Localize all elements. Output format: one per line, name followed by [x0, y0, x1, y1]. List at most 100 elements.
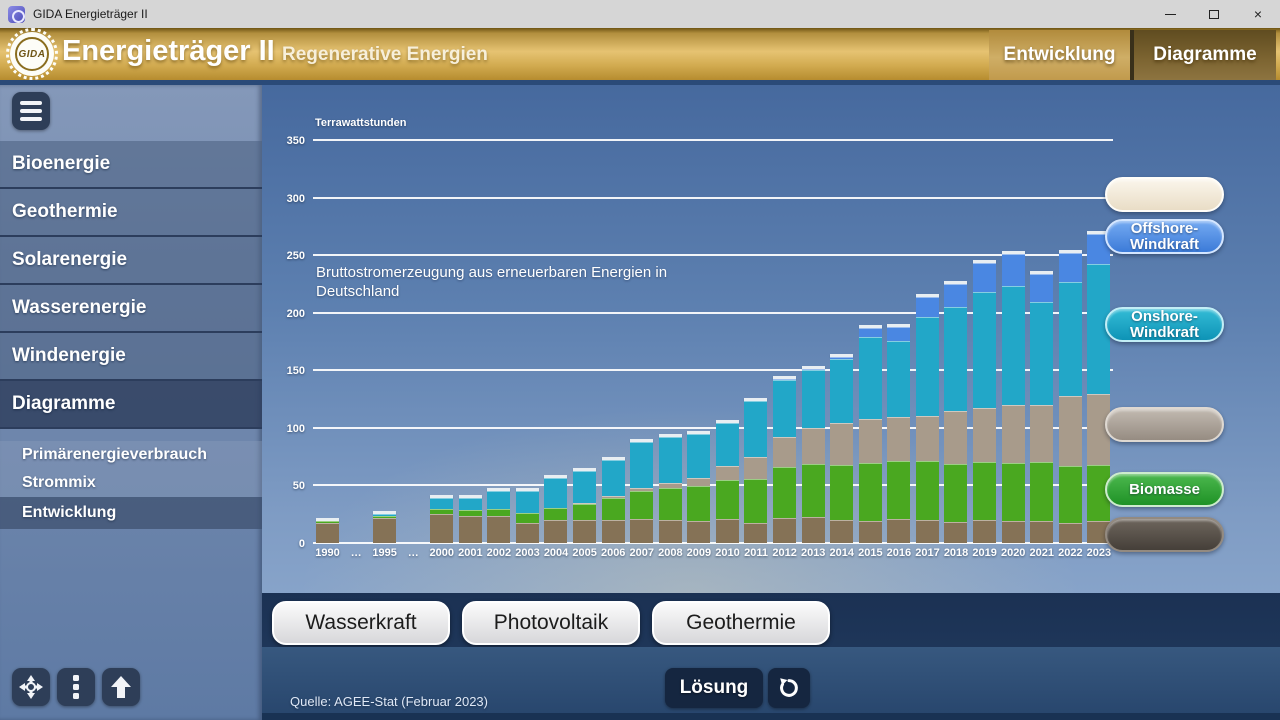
segment-onshore-windkraft	[687, 433, 711, 479]
segment-wasserkraft	[372, 518, 396, 543]
sidebar: Bioenergie Geothermie Solarenergie Wasseren…	[0, 85, 262, 720]
sidebar-item-geothermie[interactable]: Geothermie	[0, 189, 262, 237]
segment-biomasse	[572, 504, 596, 521]
x-label-2019: 2019	[972, 547, 997, 559]
segment-onshore-windkraft	[1058, 281, 1082, 396]
segment-offshore-windkraft	[858, 327, 882, 338]
footer-strip	[262, 713, 1280, 720]
bar-2005	[572, 468, 596, 543]
x-label-gap-1: …	[350, 547, 362, 559]
x-label-2009: 2009	[686, 547, 712, 559]
bar-2002	[487, 487, 511, 543]
bar-2017	[915, 293, 939, 543]
segment-biomasse	[858, 463, 882, 522]
segment-onshore-windkraft	[744, 401, 768, 457]
bar-top-face	[887, 324, 911, 328]
segment-offshore-windkraft	[830, 357, 854, 359]
segment-wasserkraft	[515, 522, 539, 543]
y-tick-200: 200	[286, 307, 305, 320]
tab-entwicklung[interactable]: Entwicklung	[989, 30, 1130, 80]
bar-top-face	[1030, 271, 1054, 275]
bar-top-face	[1001, 251, 1025, 255]
segment-biomasse	[487, 508, 511, 516]
move-tool-button[interactable]	[12, 668, 50, 706]
segment-wasserkraft	[687, 521, 711, 543]
app-subtitle: Regenerative Energien	[282, 44, 488, 65]
up-tool-button[interactable]	[102, 668, 140, 706]
solution-button[interactable]: Lösung	[665, 668, 763, 708]
sidebar-item-wasserenergie[interactable]: Wasserenergie	[0, 285, 262, 333]
bar-top-face	[315, 518, 339, 522]
segment-photovoltaik	[772, 437, 796, 468]
bar-top-face	[772, 375, 796, 379]
more-tool-button[interactable]	[57, 668, 95, 706]
x-label-1990: 1990	[315, 547, 340, 559]
bar-2021	[1030, 271, 1054, 543]
segment-biomasse	[801, 464, 825, 517]
segment-onshore-windkraft	[487, 490, 511, 509]
segment-biomasse	[687, 486, 711, 522]
segment-offshore-windkraft	[744, 400, 768, 402]
bar-2019	[972, 260, 996, 543]
bar-2004	[544, 475, 568, 543]
segment-offshore-windkraft	[944, 284, 968, 307]
x-label-2003: 2003	[515, 547, 540, 559]
gida-logo: GIDA	[6, 28, 58, 80]
menu-toggle-button[interactable]	[12, 92, 50, 130]
close-button[interactable]: ×	[1236, 0, 1280, 28]
reset-button[interactable]	[768, 668, 810, 708]
bar-top-face	[972, 260, 996, 264]
segment-photovoltaik	[915, 415, 939, 462]
source-note: Quelle: AGEE-Stat (Februar 2023)	[290, 694, 488, 709]
bar-2013	[801, 365, 825, 543]
segment-photovoltaik	[658, 483, 682, 489]
segment-wasserkraft	[544, 519, 568, 543]
sidebar-item-windenergie[interactable]: Windenergie	[0, 333, 262, 381]
header-divider	[0, 80, 1280, 85]
segment-biomasse	[715, 479, 739, 519]
segment-onshore-windkraft	[858, 337, 882, 419]
segment-wasserkraft	[915, 519, 939, 543]
segment-offshore-windkraft	[772, 378, 796, 380]
sidebar-subitem-prim-renergieverbrauch[interactable]: Primärenergieverbrauch	[22, 446, 207, 463]
answer-slot-onshore[interactable]: Onshore-Windkraft	[1105, 307, 1224, 342]
drag-label-band: Wasserkraft Photovoltaik Geothermie	[262, 593, 1280, 647]
drag-label-geothermie[interactable]: Geothermie	[652, 601, 830, 645]
segment-photovoltaik	[630, 487, 654, 492]
tab-diagramme[interactable]: Diagramme	[1130, 30, 1276, 80]
sidebar-item-diagramme[interactable]: Diagramme	[0, 381, 262, 429]
answer-slot-offshore[interactable]: Offshore-Windkraft	[1105, 219, 1224, 254]
gridline-250	[313, 254, 1113, 257]
maximize-button[interactable]	[1192, 0, 1236, 28]
segment-onshore-windkraft	[944, 306, 968, 411]
answer-slot-biomasse[interactable]: Biomasse	[1105, 472, 1224, 507]
sidebar-item-bioenergie[interactable]: Bioenergie	[0, 141, 262, 189]
segment-offshore-windkraft	[887, 327, 911, 342]
sidebar-submenu: Primärenergieverbrauch Strommix Entwicklun…	[0, 441, 262, 529]
segment-onshore-windkraft	[772, 379, 796, 438]
bar-top-face	[801, 365, 825, 369]
move-icon	[19, 675, 43, 699]
segment-biomasse	[1058, 465, 1082, 523]
answer-slot-photovoltaik[interactable]	[1105, 407, 1224, 442]
answer-slot-top[interactable]	[1105, 177, 1224, 212]
segment-photovoltaik	[687, 478, 711, 487]
segment-wasserkraft	[944, 522, 968, 543]
sidebar-subitem-entwicklung[interactable]: Entwicklung	[0, 497, 262, 529]
segment-wasserkraft	[601, 519, 625, 543]
x-label-2000: 2000	[429, 547, 455, 559]
segment-onshore-windkraft	[1001, 285, 1025, 406]
reset-icon	[780, 678, 798, 697]
minimize-button[interactable]	[1148, 0, 1192, 28]
segment-wasserkraft	[630, 518, 654, 543]
drag-label-photovoltaik[interactable]: Photovoltaik	[462, 601, 640, 645]
sidebar-subitem-strommix[interactable]: Strommix	[22, 474, 96, 491]
answer-slot-bottom[interactable]	[1105, 517, 1224, 552]
gridline-350	[313, 139, 1113, 141]
drag-label-wasserkraft[interactable]: Wasserkraft	[272, 601, 450, 645]
sidebar-item-solarenergie[interactable]: Solarenergie	[0, 237, 262, 285]
segment-onshore-windkraft	[601, 460, 625, 496]
segment-onshore-windkraft	[458, 498, 482, 511]
bar-top-face	[858, 324, 882, 328]
segment-biomasse	[1087, 464, 1111, 522]
